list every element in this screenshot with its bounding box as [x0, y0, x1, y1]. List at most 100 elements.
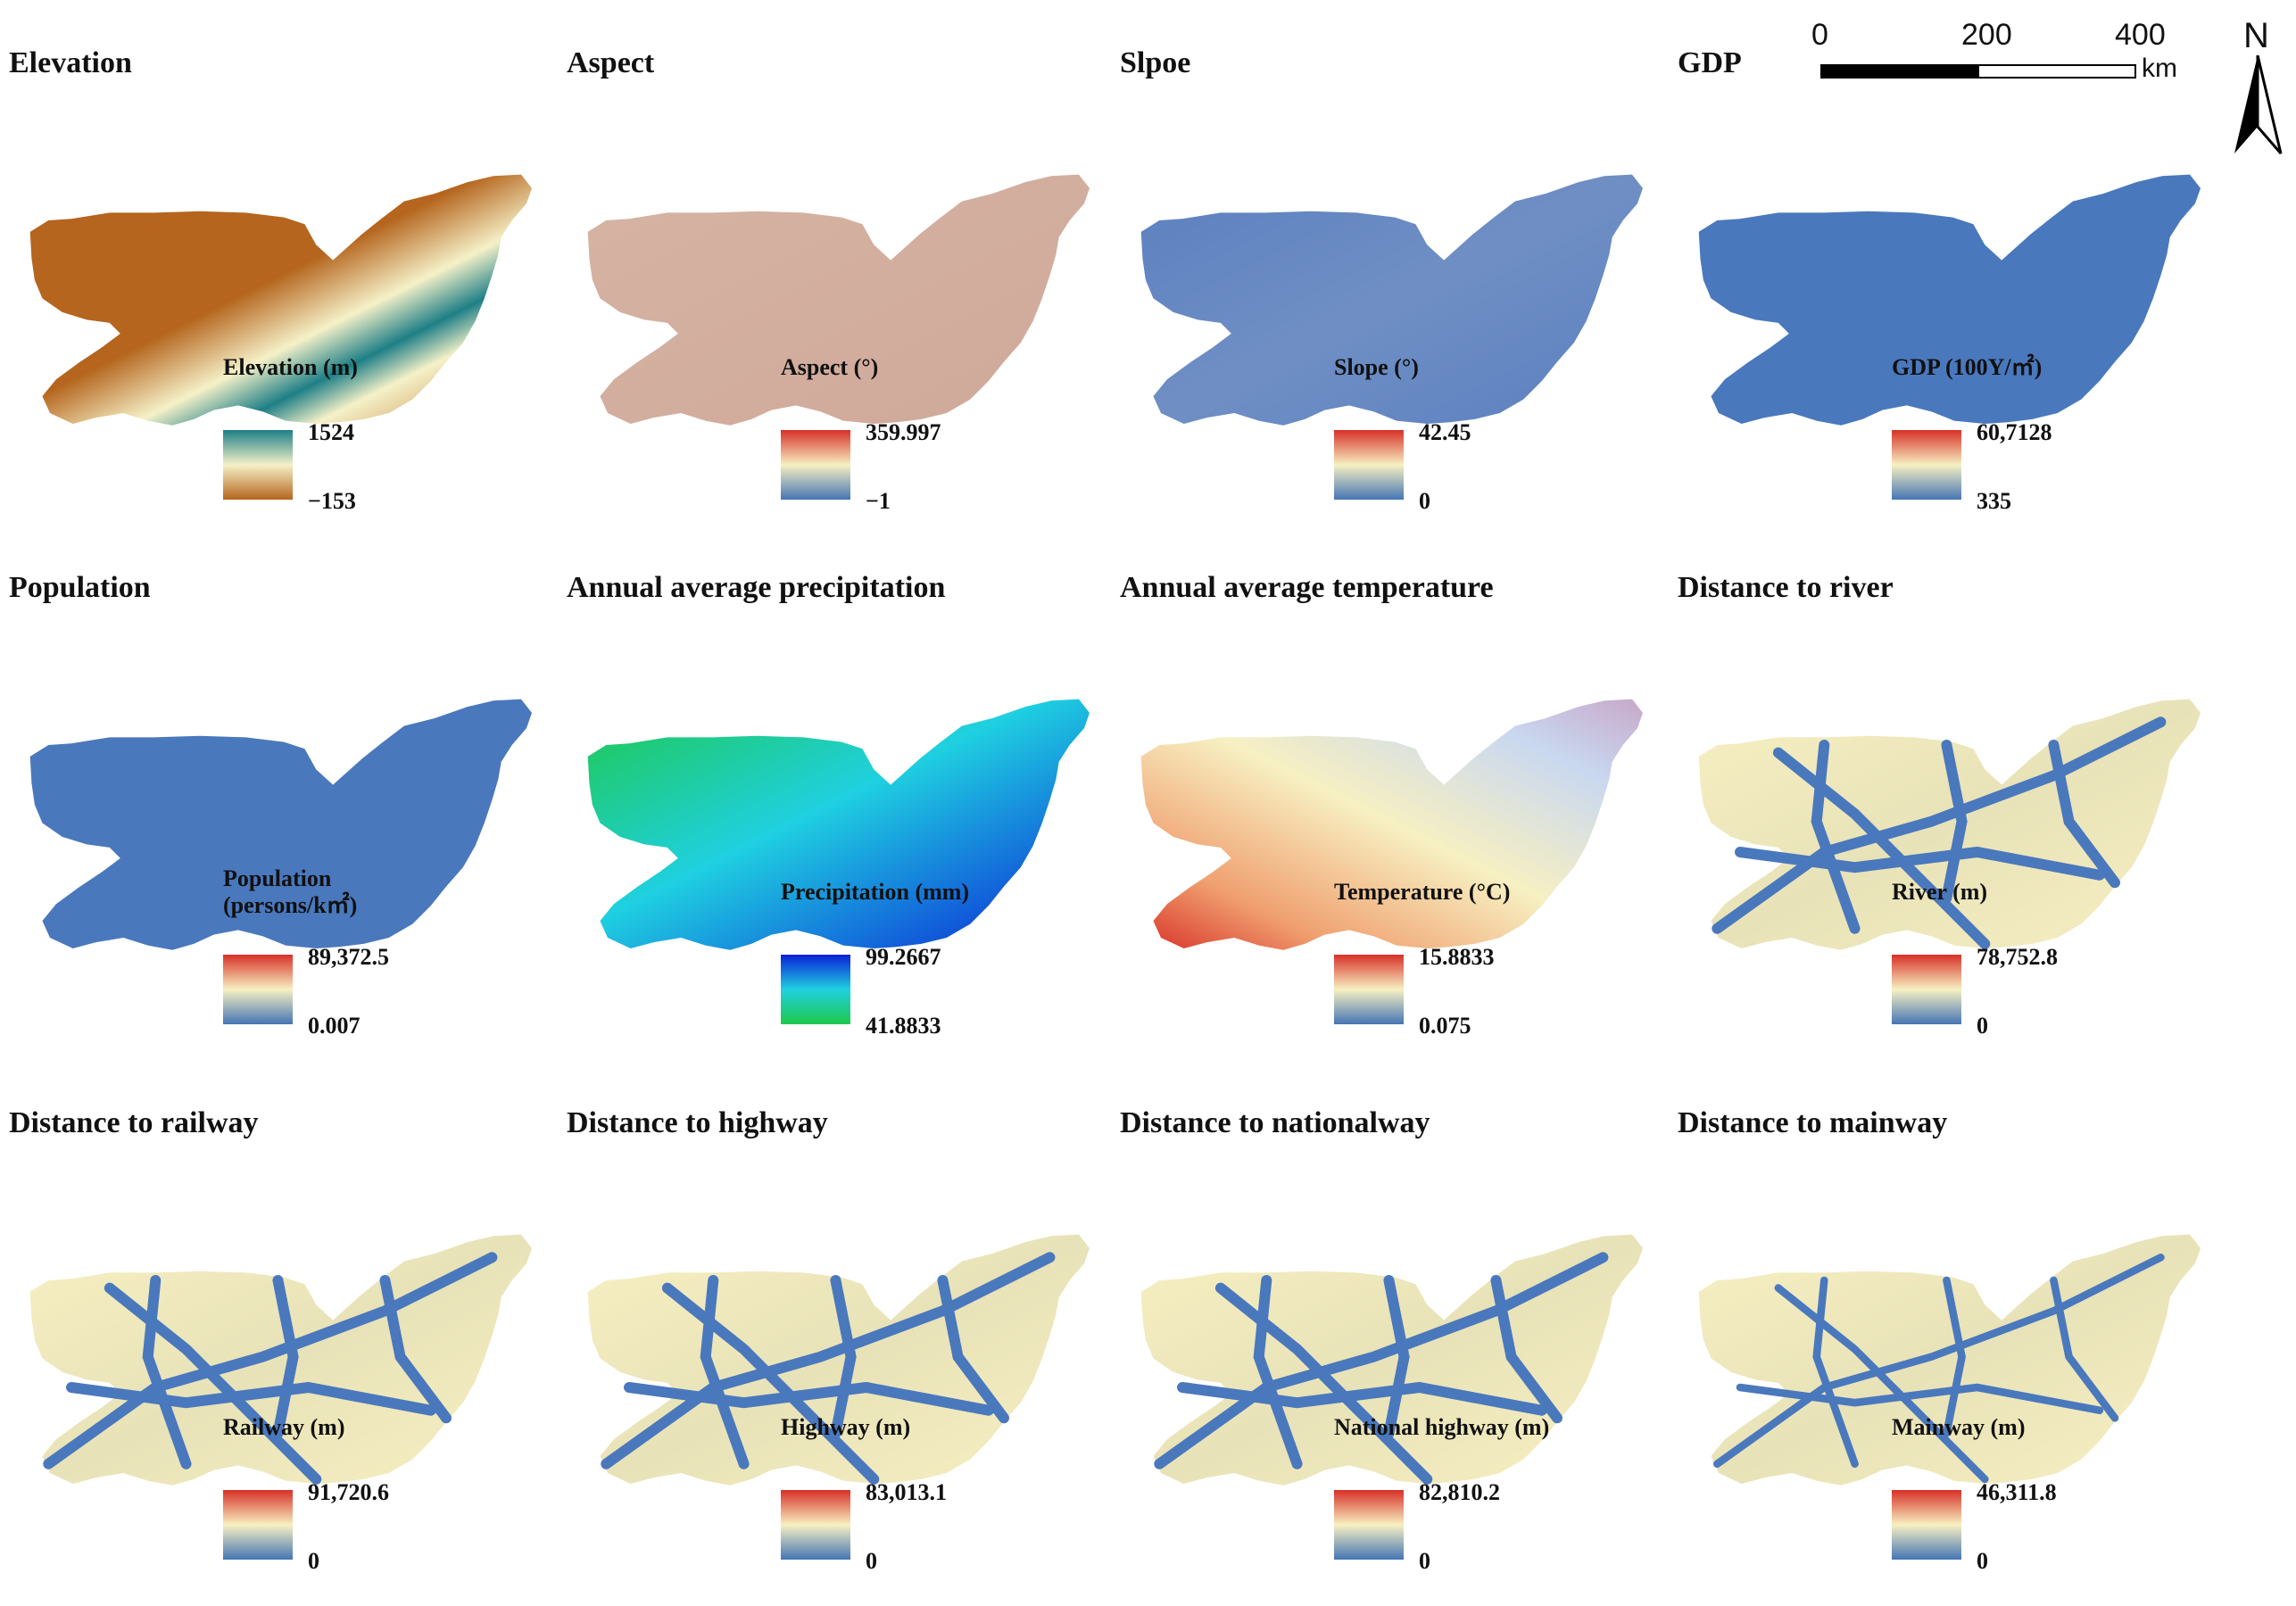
legend-min-value: 0 — [1977, 1548, 1988, 1574]
province-shape — [587, 174, 1090, 426]
legend-color-ramp — [1334, 1490, 1404, 1560]
legend-min-value: 0.075 — [1419, 1013, 1471, 1039]
province-shape — [587, 699, 1090, 950]
panel-title: Distance to river — [1678, 571, 1894, 604]
legend-max-value: 78,752.8 — [1977, 944, 2058, 970]
scale-label-200: 200 — [1961, 18, 2012, 52]
map-panel-temperature: Annual average temperature Temperature (°… — [1120, 571, 1673, 1071]
panel-title: Distance to highway — [567, 1106, 828, 1139]
province-shape — [1698, 174, 2201, 426]
north-label: N — [2243, 16, 2269, 55]
map-panel-railway: Distance to railway Railway (m) 91,720.6 0 — [9, 1106, 562, 1606]
legend-color-ramp — [1334, 955, 1404, 1024]
legend-color-ramp — [781, 430, 850, 500]
legend-color-ramp — [223, 955, 293, 1024]
panel-title: Aspect — [567, 46, 655, 79]
network-line — [700, 1275, 750, 1469]
legend-title: Precipitation (mm) — [781, 879, 970, 905]
legend-color-ramp — [1892, 955, 1961, 1024]
legend-min-value: 335 — [1977, 488, 2011, 514]
network-line — [1941, 740, 1968, 904]
network-line — [1490, 1275, 1562, 1424]
legend-max-value: 15.8833 — [1419, 944, 1495, 970]
network-line — [1383, 1275, 1410, 1439]
legend-max-value: 46,311.8 — [1977, 1479, 2057, 1505]
legend-title: GDP (100Y/㎡) — [1892, 354, 2043, 380]
network-line — [1812, 1276, 1859, 1468]
legend-color-ramp — [781, 955, 850, 1024]
network-line — [1811, 740, 1861, 934]
network-line — [624, 1381, 994, 1416]
network-line — [601, 1252, 1056, 1469]
legend-max-value: 83,013.1 — [866, 1479, 947, 1505]
legend-title: Slope (°) — [1334, 354, 1419, 380]
map-panel-highway: Distance to highway Highway (m) 83,013.1 0 — [567, 1106, 1120, 1606]
province-shape — [29, 699, 532, 950]
legend-min-value: −1 — [866, 488, 891, 514]
panel-title: Distance to mainway — [1678, 1106, 1948, 1139]
legend-title: Elevation (m) — [223, 354, 358, 380]
legend-min-value: 0 — [308, 1548, 319, 1574]
province-map-elevation — [29, 174, 532, 426]
province-shape — [1140, 699, 1643, 950]
province-map-river — [1698, 699, 2201, 950]
scale-label-0: 0 — [1811, 18, 1828, 52]
province-map-precipitation — [587, 699, 1090, 950]
legend-min-value: 0 — [1419, 488, 1430, 514]
legend-max-value: 82,810.2 — [1419, 1479, 1500, 1505]
legend-title: Mainway (m) — [1892, 1414, 2026, 1440]
legend-max-value: 89,372.5 — [308, 944, 389, 970]
panel-title: Population — [9, 571, 151, 604]
panel-title: GDP — [1678, 46, 1742, 79]
map-panel-slope: Slpoe Slope (°) 42.45 0 — [1120, 46, 1673, 546]
panel-title: Elevation — [9, 46, 132, 79]
network-line — [830, 1275, 857, 1439]
legend-color-ramp — [1892, 1490, 1961, 1560]
panel-title: Distance to railway — [9, 1106, 259, 1139]
legend-min-value: −153 — [308, 488, 356, 514]
province-map-aspect — [587, 174, 1090, 426]
network-line — [1943, 1276, 1966, 1437]
legend-title-line-2: (persons/k㎡) — [223, 891, 358, 918]
map-panel-nationalway: Distance to nationalway National highway … — [1120, 1106, 1673, 1606]
network-line — [2048, 740, 2120, 889]
network-line — [43, 1252, 498, 1469]
scale-bar: 0 200 400 km — [1811, 18, 2177, 89]
legend-title: Highway (m) — [781, 1414, 911, 1440]
map-panel-river: Distance to river River (m) 78,752.8 0 — [1678, 571, 2231, 1071]
map-panel-population: Population Population (persons/k㎡) 89,372.5… — [9, 571, 562, 1071]
legend-color-ramp — [1892, 430, 1961, 500]
legend-title: Aspect (°) — [781, 354, 879, 380]
legend-title: River (m) — [1892, 879, 1988, 905]
panel-title: Distance to nationalway — [1120, 1106, 1430, 1139]
network-line — [1736, 1383, 2104, 1414]
map-panel-mainway: Distance to mainway Mainway (m) 46,311.8 0 — [1678, 1106, 2231, 1606]
network-line — [1712, 716, 2167, 934]
province-map-population — [29, 699, 532, 950]
panel-title: Annual average temperature — [1120, 571, 1494, 604]
legend-color-ramp — [781, 1490, 850, 1560]
scale-unit: km — [2142, 54, 2177, 83]
network-line — [379, 1275, 452, 1424]
network-line — [1735, 846, 2105, 881]
legend-title-line-1: Population — [223, 865, 332, 891]
legend-min-value: 0.007 — [308, 1013, 361, 1039]
panel-title: Slpoe — [1120, 46, 1191, 79]
scale-bar-white-segment — [1977, 64, 2136, 79]
scale-label-400: 400 — [2115, 18, 2166, 52]
province-shape — [29, 174, 532, 426]
legend-min-value: 41.8833 — [866, 1013, 941, 1039]
legend-max-value: 42.45 — [1419, 419, 1471, 445]
network-line — [2050, 1276, 2119, 1422]
province-map-mainway — [1698, 1234, 2201, 1486]
legend-title: Population (persons/k㎡) — [223, 865, 357, 919]
province-map-highway — [587, 1234, 1090, 1486]
province-map-temperature — [1140, 699, 1643, 950]
legend-color-ramp — [223, 1490, 293, 1560]
map-panel-precipitation: Annual average precipitation Precipitatio… — [567, 571, 1120, 1071]
legend-max-value: 60,7128 — [1977, 419, 2052, 445]
network-line — [1177, 1381, 1547, 1416]
legend-min-value: 0 — [1419, 1548, 1430, 1574]
network-line — [1713, 1254, 2165, 1468]
province-map-slope — [1140, 174, 1643, 426]
